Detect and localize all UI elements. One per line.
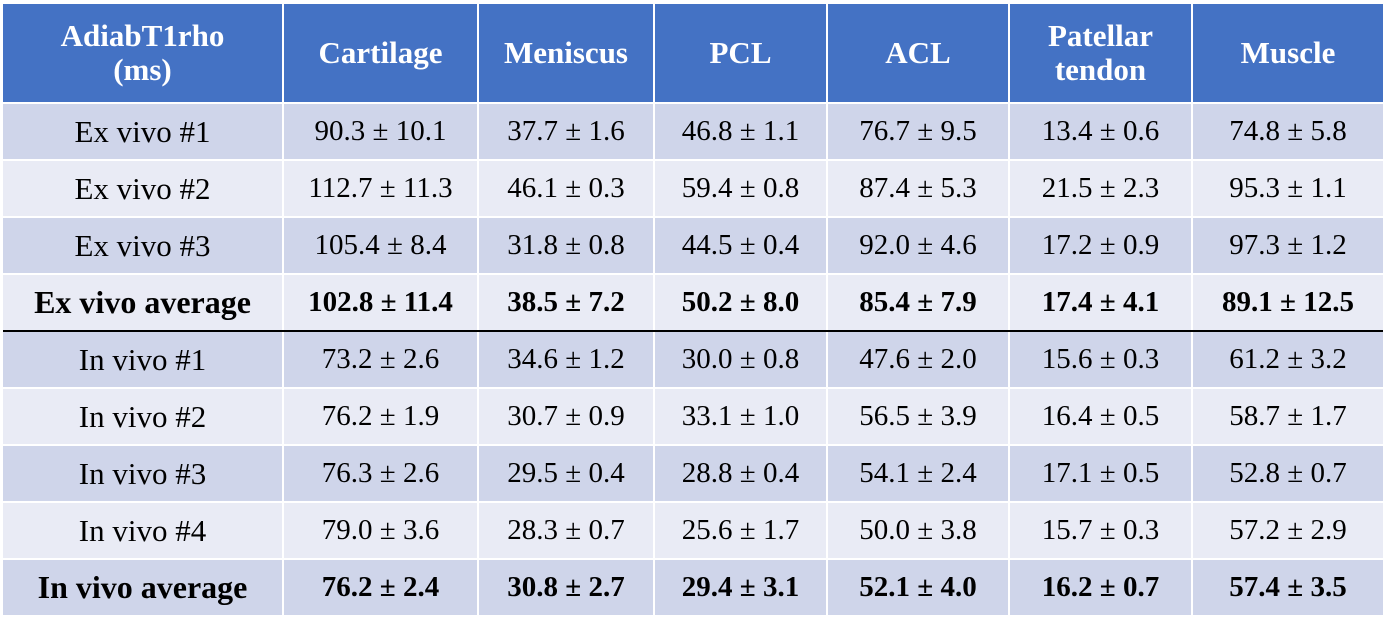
table-cell: 44.5 ± 0.4 [654, 217, 828, 275]
table-cell: 50.0 ± 3.8 [827, 502, 1010, 560]
table-cell: 16.2 ± 0.7 [1009, 559, 1193, 617]
table-cell: 85.4 ± 7.9 [827, 274, 1010, 332]
table-cell: 28.8 ± 0.4 [654, 445, 828, 503]
table-cell: 25.6 ± 1.7 [654, 502, 828, 560]
table-row: In vivo #1 73.2 ± 2.6 34.6 ± 1.2 30.0 ± 0.8… [3, 331, 1383, 389]
table-cell: 112.7 ± 11.3 [283, 160, 479, 218]
table-cell: 28.3 ± 0.7 [478, 502, 655, 560]
header-line: Muscle [1240, 35, 1336, 70]
table-cell: 46.1 ± 0.3 [478, 160, 655, 218]
table-cell: 76.7 ± 9.5 [827, 103, 1010, 161]
table-cell: 79.0 ± 3.6 [283, 502, 479, 560]
row-label: In vivo average [3, 559, 284, 617]
table-cell: 21.5 ± 2.3 [1009, 160, 1193, 218]
row-label: In vivo #4 [3, 502, 284, 560]
header-line: Cartilage [318, 35, 443, 70]
table-cell: 97.3 ± 1.2 [1192, 217, 1383, 275]
table-body: Ex vivo #1 90.3 ± 10.1 37.7 ± 1.6 46.8 ± 1.… [3, 103, 1383, 617]
table-row: Ex vivo #3 105.4 ± 8.4 31.8 ± 0.8 44.5 ± 0.… [3, 217, 1383, 275]
table-cell: 13.4 ± 0.6 [1009, 103, 1193, 161]
table-cell: 47.6 ± 2.0 [827, 331, 1010, 389]
table-row-average: Ex vivo average 102.8 ± 11.4 38.5 ± 7.2 50.… [3, 274, 1383, 332]
table-cell: 30.0 ± 0.8 [654, 331, 828, 389]
header-meniscus: Meniscus [478, 4, 655, 104]
table-cell: 16.4 ± 0.5 [1009, 388, 1193, 446]
table-cell: 87.4 ± 5.3 [827, 160, 1010, 218]
table-row: In vivo #3 76.3 ± 2.6 29.5 ± 0.4 28.8 ± 0.4… [3, 445, 1383, 503]
row-label: Ex vivo #2 [3, 160, 284, 218]
table-cell: 74.8 ± 5.8 [1192, 103, 1383, 161]
table-cell: 29.5 ± 0.4 [478, 445, 655, 503]
table-row: In vivo #2 76.2 ± 1.9 30.7 ± 0.9 33.1 ± 1.0… [3, 388, 1383, 446]
table-cell: 76.2 ± 1.9 [283, 388, 479, 446]
header-line: (ms) [113, 52, 172, 87]
header-adiabt1rho-ms: AdiabT1rho (ms) [3, 4, 284, 104]
table-cell: 76.2 ± 2.4 [283, 559, 479, 617]
table-cell: 50.2 ± 8.0 [654, 274, 828, 332]
table-cell: 89.1 ± 12.5 [1192, 274, 1383, 332]
header-line: tendon [1054, 52, 1147, 87]
header-patellar-tendon: Patellar tendon [1009, 4, 1193, 104]
row-label: Ex vivo average [3, 274, 284, 332]
header-pcl: PCL [654, 4, 828, 104]
table-cell: 102.8 ± 11.4 [283, 274, 479, 332]
table-cell: 37.7 ± 1.6 [478, 103, 655, 161]
header-acl: ACL [827, 4, 1010, 104]
table-cell: 54.1 ± 2.4 [827, 445, 1010, 503]
row-label: In vivo #2 [3, 388, 284, 446]
table-cell: 15.7 ± 0.3 [1009, 502, 1193, 560]
table-cell: 30.7 ± 0.9 [478, 388, 655, 446]
header-line: PCL [709, 35, 772, 70]
row-label: Ex vivo #3 [3, 217, 284, 275]
table-cell: 34.6 ± 1.2 [478, 331, 655, 389]
table-row: In vivo #4 79.0 ± 3.6 28.3 ± 0.7 25.6 ± 1.7… [3, 502, 1383, 560]
table-cell: 38.5 ± 7.2 [478, 274, 655, 332]
table-cell: 15.6 ± 0.3 [1009, 331, 1193, 389]
table-cell: 58.7 ± 1.7 [1192, 388, 1383, 446]
table-cell: 59.4 ± 0.8 [654, 160, 828, 218]
table-cell: 52.1 ± 4.0 [827, 559, 1010, 617]
table-cell: 95.3 ± 1.1 [1192, 160, 1383, 218]
header-row: AdiabT1rho (ms) Cartilage Meniscus PCL ACL Pat… [3, 4, 1383, 104]
table-cell: 17.4 ± 4.1 [1009, 274, 1193, 332]
table-cell: 17.1 ± 0.5 [1009, 445, 1193, 503]
table-cell: 57.4 ± 3.5 [1192, 559, 1383, 617]
header-line: Patellar [1047, 18, 1153, 53]
table-cell: 76.3 ± 2.6 [283, 445, 479, 503]
header-line: ACL [885, 35, 951, 70]
header-cartilage: Cartilage [283, 4, 479, 104]
table-cell: 52.8 ± 0.7 [1192, 445, 1383, 503]
table-cell: 17.2 ± 0.9 [1009, 217, 1193, 275]
table-cell: 46.8 ± 1.1 [654, 103, 828, 161]
table-row-average: In vivo average 76.2 ± 2.4 30.8 ± 2.7 29.4 … [3, 559, 1383, 617]
table-cell: 30.8 ± 2.7 [478, 559, 655, 617]
row-label: Ex vivo #1 [3, 103, 284, 161]
adiab-t1rho-table: AdiabT1rho (ms) Cartilage Meniscus PCL ACL Pat… [3, 4, 1383, 617]
table-cell: 73.2 ± 2.6 [283, 331, 479, 389]
table-cell: 92.0 ± 4.6 [827, 217, 1010, 275]
table-cell: 57.2 ± 2.9 [1192, 502, 1383, 560]
row-label: In vivo #3 [3, 445, 284, 503]
header-line: Meniscus [504, 35, 628, 70]
table-cell: 105.4 ± 8.4 [283, 217, 479, 275]
table-row: Ex vivo #1 90.3 ± 10.1 37.7 ± 1.6 46.8 ± 1.… [3, 103, 1383, 161]
table-cell: 33.1 ± 1.0 [654, 388, 828, 446]
table-cell: 90.3 ± 10.1 [283, 103, 479, 161]
row-label: In vivo #1 [3, 331, 284, 389]
header-muscle: Muscle [1192, 4, 1383, 104]
table-cell: 31.8 ± 0.8 [478, 217, 655, 275]
table-cell: 29.4 ± 3.1 [654, 559, 828, 617]
table-cell: 61.2 ± 3.2 [1192, 331, 1383, 389]
table-cell: 56.5 ± 3.9 [827, 388, 1010, 446]
table-row: Ex vivo #2 112.7 ± 11.3 46.1 ± 0.3 59.4 ± 0… [3, 160, 1383, 218]
header-line: AdiabT1rho [60, 18, 225, 53]
